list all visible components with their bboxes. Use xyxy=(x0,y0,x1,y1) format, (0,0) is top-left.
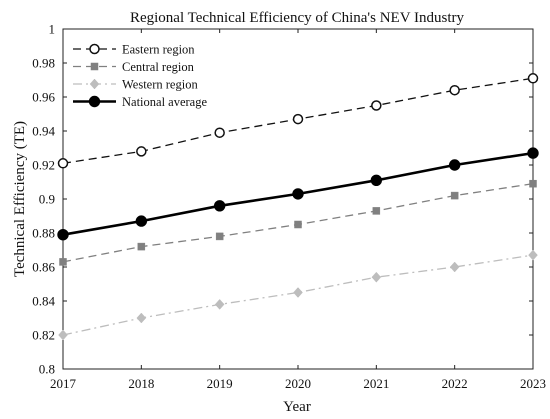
legend-item-western-region: Western region xyxy=(73,77,198,91)
point-eastern-region-2017 xyxy=(57,158,69,169)
point-central-region-2023 xyxy=(529,179,537,188)
point-eastern-region-2018 xyxy=(136,146,147,157)
legend-item-eastern-region: Eastern region xyxy=(73,42,195,56)
point-national-average-2018 xyxy=(135,215,148,227)
legend-marker-eastern-region xyxy=(89,43,100,55)
y-tick-label-1: 0.82 xyxy=(32,328,55,343)
series-western-region xyxy=(58,249,538,341)
legend-label-western-region: Western region xyxy=(122,77,198,91)
point-national-average-2017 xyxy=(57,229,69,241)
series-layer xyxy=(57,73,539,341)
point-central-region-2020 xyxy=(294,220,302,229)
legend-item-central-region: Central region xyxy=(73,60,195,74)
legend-marker-national-average xyxy=(88,95,101,108)
x-tick-label-2017: 2017 xyxy=(50,376,77,391)
y-axis-ticks: 0.8 0.82 0.84 0.86 0.88 0.9 0.92 0.94 0.96 0.98 1 xyxy=(32,22,533,377)
y-tick-label-8: 0.96 xyxy=(32,90,55,105)
point-western-region-2017 xyxy=(58,329,68,341)
point-central-region-2018 xyxy=(137,242,146,251)
series-central-region xyxy=(59,179,537,266)
point-national-average-2019 xyxy=(213,200,226,212)
point-central-region-2017 xyxy=(59,258,67,266)
x-axis-ticks: 2017 2018 2019 2020 2021 2022 2023 xyxy=(50,29,546,391)
legend-label-eastern-region: Eastern region xyxy=(122,42,195,56)
point-central-region-2022 xyxy=(450,191,459,200)
x-tick-label-2022: 2022 xyxy=(442,376,468,391)
x-tick-label-2021: 2021 xyxy=(363,376,389,391)
point-eastern-region-2023 xyxy=(527,73,539,84)
point-western-region-2023 xyxy=(528,249,538,261)
point-eastern-region-2022 xyxy=(449,84,460,96)
y-tick-label-6: 0.92 xyxy=(32,158,55,173)
y-axis-label: Technical Efficiency (TE) xyxy=(12,121,28,277)
y-tick-label-9: 0.98 xyxy=(32,56,55,71)
point-national-average-2021 xyxy=(370,174,383,187)
x-tick-label-2019: 2019 xyxy=(207,376,233,391)
point-national-average-2020 xyxy=(292,188,304,200)
y-tick-label-5: 0.9 xyxy=(39,192,55,207)
y-tick-label-4: 0.88 xyxy=(32,226,55,241)
chart-title: Regional Technical Efficiency of China's… xyxy=(130,10,465,26)
legend-label-central-region: Central region xyxy=(122,60,195,74)
y-tick-label-10: 1 xyxy=(49,22,56,37)
y-tick-label-0: 0.8 xyxy=(39,362,55,377)
point-western-region-2019 xyxy=(214,299,225,310)
y-tick-label-7: 0.94 xyxy=(32,124,55,139)
legend: Eastern region Central region Western regi… xyxy=(73,42,207,109)
point-eastern-region-2021 xyxy=(371,100,382,111)
series-national-average xyxy=(57,147,539,241)
point-eastern-region-2020 xyxy=(292,113,304,125)
point-western-region-2021 xyxy=(371,271,382,283)
point-national-average-2022 xyxy=(448,159,461,171)
point-eastern-region-2019 xyxy=(214,127,225,138)
legend-marker-central-region xyxy=(90,62,99,71)
y-tick-label-3: 0.86 xyxy=(32,260,55,275)
legend-label-national-average: National average xyxy=(122,95,207,109)
x-tick-label-2023: 2023 xyxy=(520,376,546,391)
x-tick-label-2020: 2020 xyxy=(285,376,311,391)
series-eastern-region xyxy=(57,73,539,169)
x-tick-label-2018: 2018 xyxy=(128,376,154,391)
legend-item-national-average: National average xyxy=(73,95,207,109)
x-axis-label: Year xyxy=(283,399,311,415)
y-tick-label-2: 0.84 xyxy=(32,294,55,309)
point-central-region-2019 xyxy=(215,232,224,241)
legend-marker-western-region xyxy=(89,78,100,90)
point-western-region-2018 xyxy=(136,312,147,324)
point-national-average-2023 xyxy=(527,147,539,159)
point-central-region-2021 xyxy=(372,207,381,215)
point-western-region-2022 xyxy=(449,261,460,273)
point-western-region-2020 xyxy=(293,287,303,298)
